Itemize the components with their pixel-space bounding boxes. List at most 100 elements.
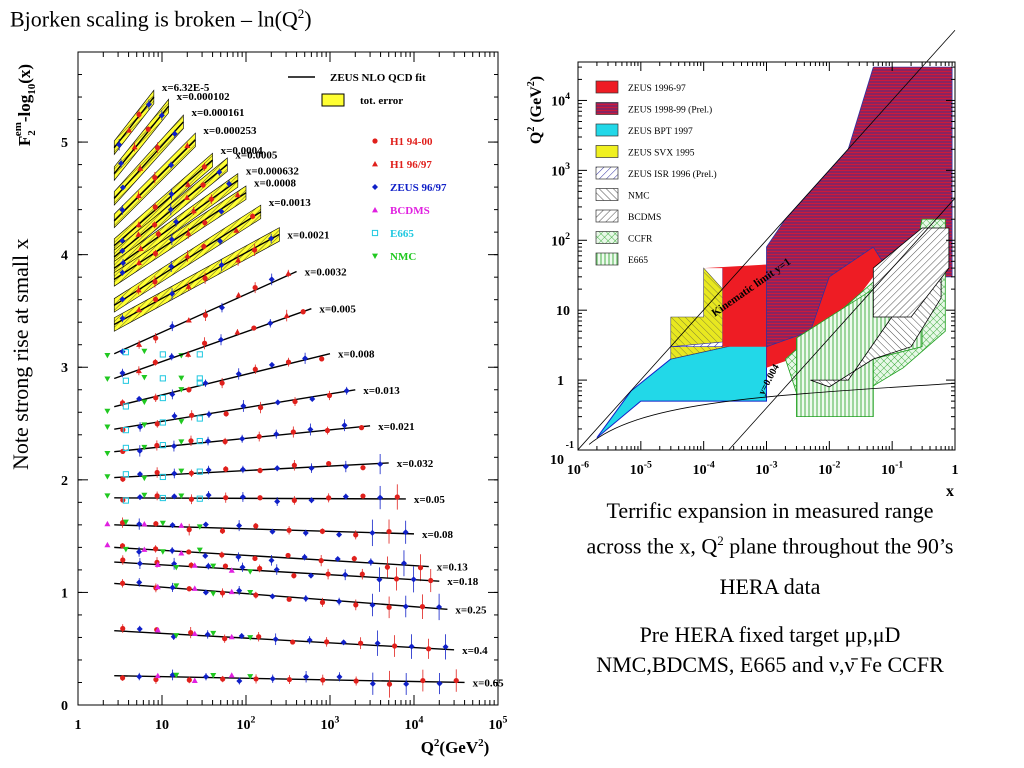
data-point — [257, 467, 263, 474]
data-point — [185, 351, 192, 357]
data-point — [178, 439, 185, 445]
data-point — [324, 427, 331, 434]
data-point — [120, 476, 126, 482]
data-point — [122, 546, 129, 553]
data-point — [119, 369, 126, 376]
data-point — [118, 160, 125, 167]
legend-label: ZEUS 1996-97 — [628, 84, 686, 94]
data-point — [119, 675, 126, 681]
data-point — [122, 471, 129, 478]
data-point — [153, 335, 159, 341]
data-point — [286, 527, 292, 533]
data-point — [269, 675, 276, 682]
data-point — [131, 144, 138, 150]
data-point — [273, 431, 280, 438]
data-point — [238, 633, 245, 640]
data-point — [252, 247, 258, 253]
data-point — [145, 101, 152, 108]
data-point — [247, 589, 254, 596]
data-point — [159, 419, 166, 426]
data-point — [137, 423, 144, 430]
data-point — [141, 475, 148, 482]
data-point — [239, 466, 246, 473]
data-point — [216, 169, 223, 176]
caption-fixed-target: Pre HERA fixed target μp,μD NMC,BDCMS, E… — [540, 620, 1000, 680]
legend-label: H1 96/97 — [390, 159, 432, 171]
bin-label: x=0.013 — [363, 385, 400, 397]
bin-label: x=0.05 — [414, 494, 446, 506]
data-point — [141, 444, 148, 451]
bin-label: x=0.000161 — [191, 107, 244, 119]
data-point — [168, 236, 175, 243]
data-point — [178, 493, 185, 499]
data-point — [393, 576, 400, 582]
data-point — [402, 529, 409, 536]
data-point — [342, 571, 349, 578]
data-point — [136, 447, 143, 454]
bin-label: x=0.000253 — [203, 125, 257, 137]
data-point — [274, 465, 281, 472]
x-tick-label: 10-2 — [818, 460, 840, 478]
data-point — [173, 633, 180, 639]
data-point — [119, 206, 126, 213]
data-point — [251, 325, 257, 331]
data-point — [122, 519, 129, 526]
bin-label: x=0.021 — [378, 421, 415, 433]
slide-title: Bjorken scaling is broken – ln(Q2) — [10, 6, 312, 32]
data-point — [186, 677, 192, 683]
data-point — [372, 161, 378, 167]
bin-label: x=6.32E-5 — [162, 82, 210, 94]
data-point — [386, 528, 392, 535]
data-point — [122, 349, 129, 356]
region-bcdms — [872, 227, 950, 318]
data-point — [136, 673, 143, 680]
data-point — [104, 541, 111, 548]
data-point — [428, 577, 434, 584]
data-point — [235, 553, 242, 560]
legend-label: NMC — [390, 251, 416, 263]
bin-label: x=0.0032 — [305, 267, 348, 279]
data-point — [154, 145, 161, 151]
data-point — [377, 494, 384, 501]
data-point — [234, 191, 241, 198]
data-point — [196, 415, 203, 422]
data-point — [228, 567, 235, 573]
kinematic-limit-line — [577, 29, 956, 450]
data-point — [302, 530, 309, 537]
data-point — [154, 561, 161, 567]
legend-swatch — [321, 93, 345, 107]
data-point — [120, 448, 126, 455]
data-point — [122, 444, 129, 452]
data-point — [202, 552, 209, 559]
data-point — [372, 184, 378, 190]
data-point — [141, 520, 148, 527]
data-point — [308, 497, 315, 504]
y-tick-label: 3 — [61, 361, 68, 376]
data-point — [159, 442, 166, 449]
data-point — [135, 259, 142, 265]
data-point — [122, 377, 129, 384]
data-point — [202, 673, 209, 680]
data-point — [307, 426, 314, 433]
bin-label: x=0.25 — [455, 604, 487, 616]
data-point — [367, 559, 374, 566]
data-point — [360, 493, 366, 499]
x-tick-label: 105 — [489, 715, 508, 733]
data-point — [136, 341, 143, 347]
data-point — [137, 245, 144, 251]
data-point — [235, 292, 242, 298]
data-point — [219, 380, 225, 386]
data-point — [247, 674, 254, 680]
data-point — [196, 379, 203, 386]
data-point — [122, 427, 129, 434]
y-tick-label: 102 — [551, 231, 570, 249]
data-point — [257, 495, 263, 501]
data-point — [208, 196, 214, 202]
data-point — [236, 587, 243, 594]
data-point — [369, 602, 376, 609]
x-axis-label: Q2(GeV2) — [421, 737, 490, 757]
data-point — [159, 494, 166, 502]
data-point — [141, 492, 148, 499]
data-point — [168, 263, 175, 270]
data-point — [420, 677, 426, 684]
